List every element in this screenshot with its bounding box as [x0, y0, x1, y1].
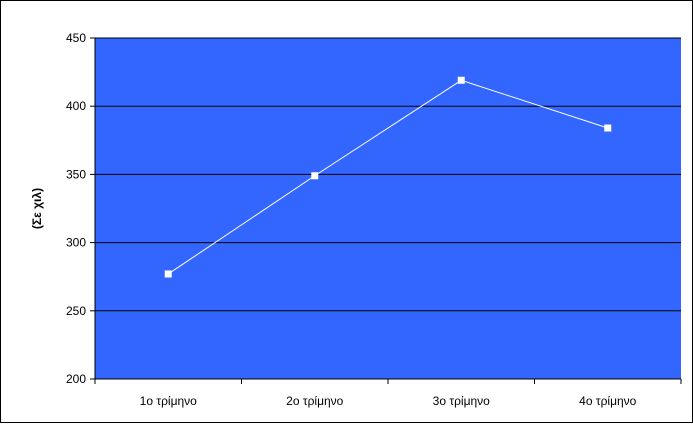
- plot-area: [95, 38, 681, 379]
- y-tick-label: 450: [66, 31, 86, 45]
- series-line-group: [164, 76, 612, 278]
- data-point-marker: [604, 124, 612, 132]
- x-tick-label: 4ο τρίμηνο: [579, 394, 637, 408]
- gridlines: [95, 37, 681, 312]
- y-tick-label: 350: [66, 167, 86, 181]
- axes: [90, 37, 682, 384]
- series-line: [167, 79, 608, 275]
- x-tick-label: 2ο τρίμηνο: [286, 394, 344, 408]
- y-tick-label: 400: [66, 99, 86, 113]
- y-tick-label: 300: [66, 236, 86, 250]
- data-point-marker: [311, 172, 319, 180]
- data-point-marker: [457, 76, 465, 84]
- y-tick-label: 250: [66, 304, 86, 318]
- data-point-marker: [164, 270, 172, 278]
- tick-labels: 200 250 300 350 400 450 1ο τρίμηνο 2ο τρίμηνο 3ο…: [66, 31, 637, 408]
- y-axis-title: (Σε χιλ): [30, 188, 44, 229]
- y-tick-label: 200: [66, 372, 86, 386]
- x-tick-label: 1ο τρίμηνο: [140, 394, 198, 408]
- x-tick-label: 3ο τρίμηνο: [433, 394, 491, 408]
